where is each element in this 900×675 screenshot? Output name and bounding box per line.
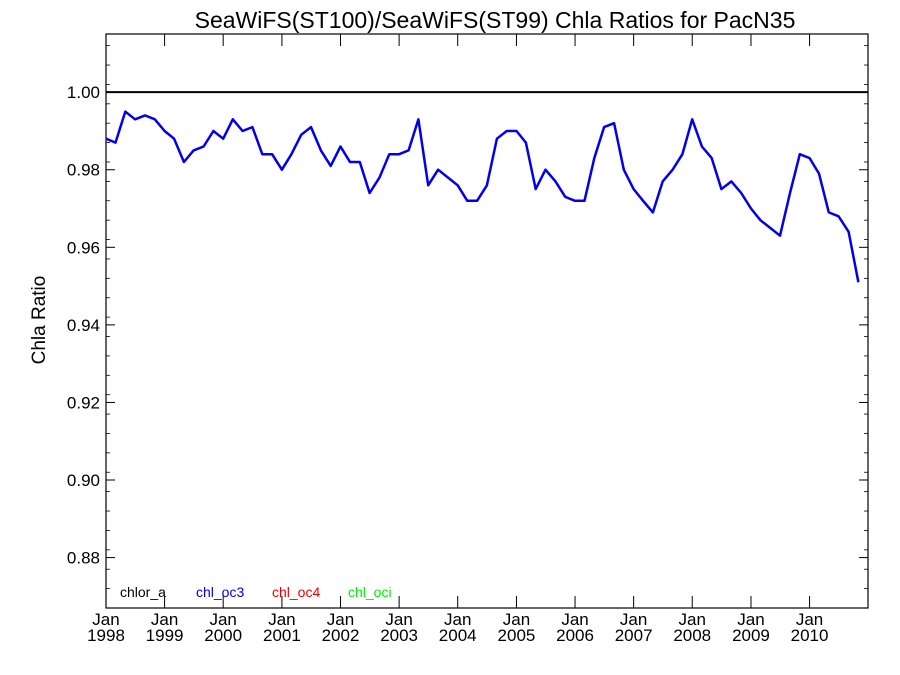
y-axis: 0.88 0.90 0.92 0.94 0.96 0.98 1.00 [67,45,868,609]
x-tick-month: Jan [327,610,354,629]
legend-entry-chl-oci: chl_oci [348,584,392,600]
y-tick-label: 0.92 [67,393,100,412]
x-tick-year: 2002 [322,626,360,645]
x-tick-year: 2004 [439,626,477,645]
x-tick-month: Jan [796,610,823,629]
x-tick-month: Jan [503,610,530,629]
y-tick-label: 0.96 [67,238,100,257]
x-tick-month: Jan [679,610,706,629]
x-tick-month: Jan [561,610,588,629]
x-tick-year: 2005 [498,626,536,645]
x-tick-month: Jan [92,610,119,629]
x-tick-year: 1999 [146,626,184,645]
legend-entry-chl-oc3: chl_oc3 [196,584,244,600]
legend-entry-chl-oc4: chl_oc4 [272,584,320,600]
x-tick-month: Jan [620,610,647,629]
plot-frame [105,33,869,609]
x-tick-month: Jan [444,610,471,629]
y-tick-label: 0.94 [67,316,100,335]
x-tick-year: 2010 [791,626,829,645]
x-tick-year: 2008 [673,626,711,645]
chart-title: SeaWiFS(ST100)/SeaWiFS(ST99) Chla Ratios… [195,7,796,33]
series-line-chl-oc3 [105,110,860,283]
x-axis: Jan1998Jan1999Jan2000Jan2001Jan2002Jan20… [87,34,828,645]
x-tick-month: Jan [268,610,295,629]
legend-entry-chlor-a: chlor_a [120,584,166,600]
y-tick-label: 0.98 [67,161,100,180]
x-tick-month: Jan [737,610,764,629]
x-tick-year: 2000 [204,626,242,645]
y-axis-label: Chla Ratio [29,276,50,365]
x-tick-month: Jan [385,610,412,629]
x-tick-year: 1998 [87,626,125,645]
x-tick-year: 2003 [380,626,418,645]
y-tick-label: 0.88 [67,549,100,568]
x-tick-month: Jan [209,610,236,629]
x-tick-year: 2006 [556,626,594,645]
x-tick-year: 2001 [263,626,301,645]
y-tick-label: 1.00 [67,83,100,102]
legend: chlor_a chl_oc3 chl_oc4 chl_oci [120,584,392,600]
y-tick-label: 0.90 [67,471,100,490]
x-tick-month: Jan [151,610,178,629]
x-tick-year: 2007 [615,626,653,645]
x-tick-year: 2009 [732,626,770,645]
series-lines [105,91,868,283]
plot-border [105,33,869,609]
